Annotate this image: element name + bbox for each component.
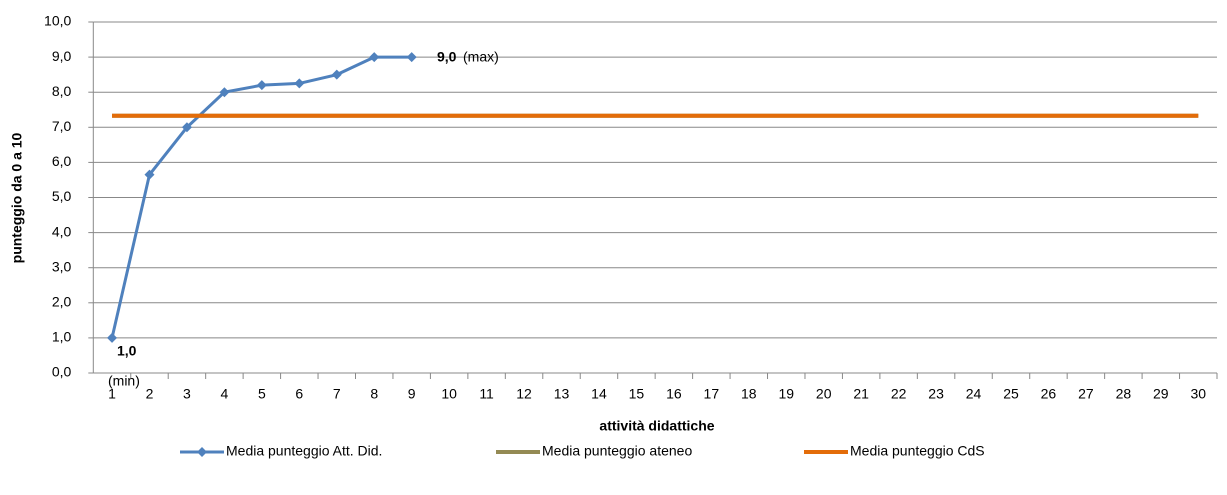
x-tick-label: 25 <box>1003 386 1019 402</box>
x-tick-label: 4 <box>220 386 228 402</box>
x-tick-label: 7 <box>333 386 341 402</box>
x-tick-label: 15 <box>629 386 645 402</box>
annotation-label: 1,0 <box>117 343 137 359</box>
x-tick-label: 3 <box>183 386 191 402</box>
x-tick-label: 10 <box>441 386 457 402</box>
x-tick-label: 12 <box>516 386 532 402</box>
x-tick-label: 29 <box>1153 386 1169 402</box>
x-tick-label: 19 <box>778 386 794 402</box>
x-tick-label: 17 <box>704 386 720 402</box>
legend-label: Media punteggio ateneo <box>542 443 692 459</box>
legend-label: Media punteggio Att. Did. <box>226 443 382 459</box>
x-tick-label: 9 <box>408 386 416 402</box>
y-tick-label: 6,0 <box>52 153 72 169</box>
y-tick-label: 1,0 <box>52 329 72 345</box>
x-tick-label: 18 <box>741 386 757 402</box>
x-tick-label: 26 <box>1041 386 1057 402</box>
marker <box>369 52 380 63</box>
x-tick-label: 22 <box>891 386 907 402</box>
y-axis-title: punteggio da 0 a 10 <box>9 132 25 263</box>
x-tick-label: 28 <box>1116 386 1132 402</box>
annotation-note: (min) <box>108 373 140 389</box>
marker <box>256 80 267 91</box>
x-tick-label: 27 <box>1078 386 1094 402</box>
marker <box>107 332 118 343</box>
x-tick-label: 14 <box>591 386 607 402</box>
x-tick-label: 1 <box>108 386 116 402</box>
annotation-label: 9,0 <box>437 49 457 65</box>
y-tick-label: 8,0 <box>52 83 72 99</box>
marker <box>406 52 417 63</box>
x-tick-label: 21 <box>853 386 869 402</box>
x-tick-label: 23 <box>928 386 944 402</box>
marker <box>219 87 230 98</box>
y-tick-label: 7,0 <box>52 118 72 134</box>
x-tick-label: 6 <box>295 386 303 402</box>
y-tick-label: 9,0 <box>52 48 72 64</box>
annotation-note: (max) <box>463 49 499 65</box>
legend-marker <box>197 447 207 457</box>
y-tick-label: 5,0 <box>52 188 72 204</box>
y-tick-label: 3,0 <box>52 258 72 274</box>
y-tick-label: 2,0 <box>52 294 72 310</box>
x-tick-label: 11 <box>479 386 494 402</box>
marker <box>181 122 192 133</box>
legend-label: Media punteggio CdS <box>850 443 985 459</box>
x-tick-label: 5 <box>258 386 266 402</box>
x-tick-label: 30 <box>1190 386 1206 402</box>
marker <box>144 169 155 180</box>
y-tick-label: 4,0 <box>52 223 72 239</box>
x-tick-label: 8 <box>370 386 378 402</box>
x-tick-label: 20 <box>816 386 832 402</box>
x-tick-label: 24 <box>966 386 982 402</box>
marker <box>331 69 342 80</box>
x-tick-label: 13 <box>554 386 570 402</box>
x-tick-label: 16 <box>666 386 682 402</box>
y-tick-label: 10,0 <box>44 13 71 29</box>
x-tick-label: 2 <box>146 386 154 402</box>
y-tick-label: 0,0 <box>52 364 72 380</box>
x-axis-title: attività didattiche <box>599 418 714 434</box>
marker <box>294 78 305 89</box>
